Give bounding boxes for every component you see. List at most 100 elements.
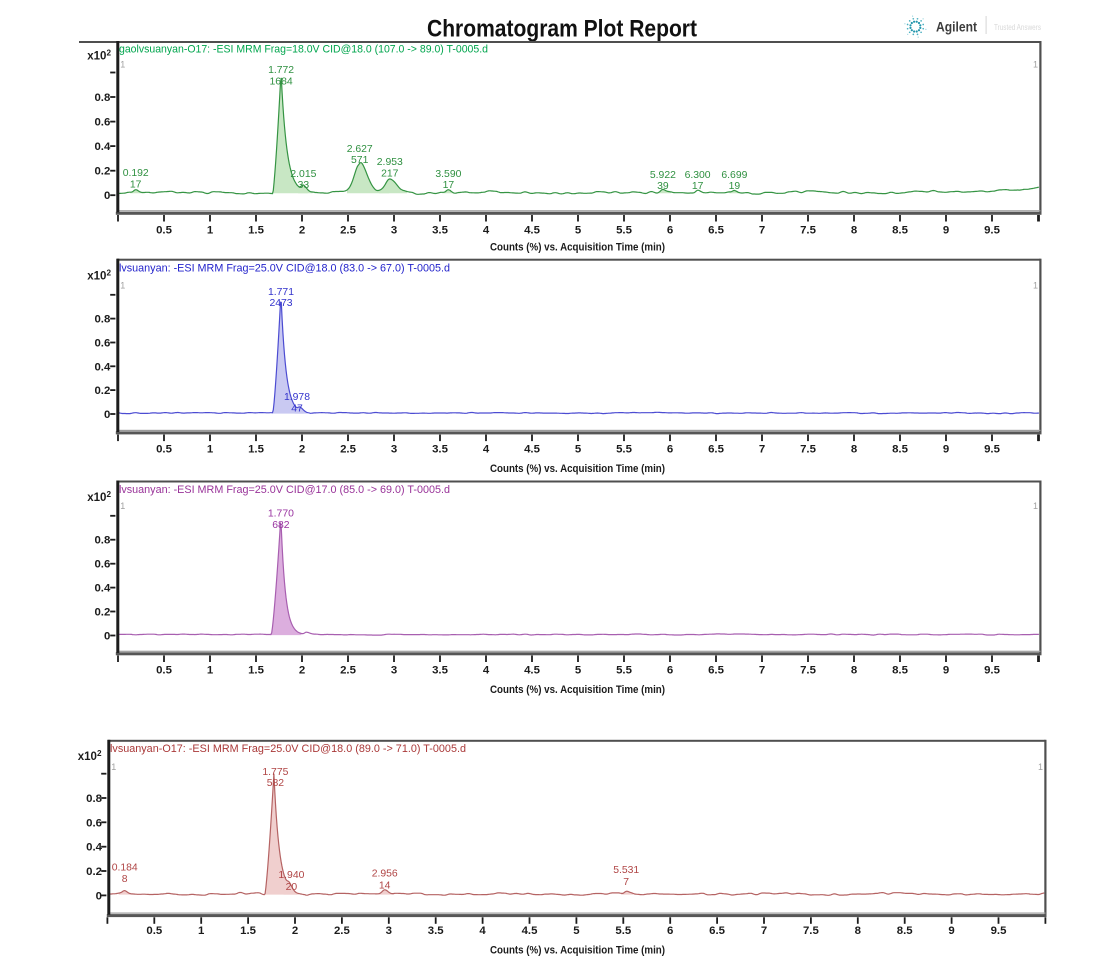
svg-text:2.5: 2.5 bbox=[340, 224, 356, 236]
svg-text:8: 8 bbox=[855, 925, 861, 937]
svg-text:Counts (%) vs. Acquisition Tim: Counts (%) vs. Acquisition Time (min) bbox=[490, 945, 665, 957]
svg-text:0.192: 0.192 bbox=[123, 168, 149, 179]
svg-text:2.015: 2.015 bbox=[290, 169, 316, 180]
svg-text:2473: 2473 bbox=[269, 298, 292, 309]
svg-text:2.5: 2.5 bbox=[340, 664, 356, 676]
svg-text:17: 17 bbox=[130, 180, 142, 191]
svg-text:1.5: 1.5 bbox=[248, 224, 264, 236]
svg-text:1: 1 bbox=[207, 664, 214, 676]
svg-text:x102: x102 bbox=[87, 490, 111, 504]
svg-text:5.5: 5.5 bbox=[616, 224, 632, 236]
svg-text:0.5: 0.5 bbox=[146, 925, 162, 937]
svg-text:7: 7 bbox=[759, 224, 765, 236]
svg-text:1684: 1684 bbox=[270, 77, 293, 88]
svg-text:2.956: 2.956 bbox=[372, 869, 398, 880]
svg-text:7: 7 bbox=[761, 925, 767, 937]
svg-text:0.5: 0.5 bbox=[156, 664, 172, 676]
svg-text:9.5: 9.5 bbox=[984, 664, 1000, 676]
svg-text:4: 4 bbox=[479, 925, 486, 937]
svg-text:5: 5 bbox=[575, 444, 582, 456]
svg-text:1: 1 bbox=[1033, 60, 1038, 70]
svg-text:3.5: 3.5 bbox=[428, 925, 444, 937]
svg-text:9.5: 9.5 bbox=[991, 925, 1007, 937]
svg-text:6: 6 bbox=[667, 925, 673, 937]
svg-text:9.5: 9.5 bbox=[984, 444, 1000, 456]
svg-text:1: 1 bbox=[111, 762, 116, 772]
svg-text:9.5: 9.5 bbox=[984, 224, 1000, 236]
svg-text:5.5: 5.5 bbox=[616, 664, 632, 676]
svg-text:33: 33 bbox=[298, 180, 310, 191]
svg-text:8.5: 8.5 bbox=[892, 664, 908, 676]
svg-text:682: 682 bbox=[272, 520, 290, 531]
svg-text:1.772: 1.772 bbox=[268, 65, 294, 76]
svg-text:x102: x102 bbox=[78, 749, 102, 763]
svg-text:Counts (%) vs. Acquisition Tim: Counts (%) vs. Acquisition Time (min) bbox=[490, 463, 665, 475]
svg-text:8.5: 8.5 bbox=[892, 224, 908, 236]
svg-text:0.4: 0.4 bbox=[94, 361, 110, 373]
svg-text:5: 5 bbox=[573, 925, 580, 937]
svg-text:4: 4 bbox=[483, 664, 490, 676]
svg-text:Agilent: Agilent bbox=[936, 19, 977, 35]
svg-text:3.590: 3.590 bbox=[435, 169, 461, 180]
svg-text:2: 2 bbox=[299, 664, 305, 676]
svg-text:0.8: 0.8 bbox=[94, 535, 110, 547]
svg-text:1.978: 1.978 bbox=[284, 392, 310, 403]
svg-text:1.5: 1.5 bbox=[240, 925, 256, 937]
svg-text:0.6: 0.6 bbox=[94, 337, 110, 349]
svg-text:0: 0 bbox=[104, 631, 110, 643]
svg-text:5.531: 5.531 bbox=[613, 865, 639, 876]
svg-text:2.5: 2.5 bbox=[334, 925, 350, 937]
svg-text:3: 3 bbox=[391, 224, 397, 236]
svg-text:9: 9 bbox=[943, 664, 949, 676]
svg-text:Counts (%) vs. Acquisition Tim: Counts (%) vs. Acquisition Time (min) bbox=[490, 684, 665, 696]
svg-text:0.6: 0.6 bbox=[94, 559, 110, 571]
svg-text:Counts (%) vs. Acquisition Tim: Counts (%) vs. Acquisition Time (min) bbox=[490, 241, 665, 253]
svg-text:6.5: 6.5 bbox=[708, 224, 724, 236]
svg-text:8.5: 8.5 bbox=[892, 444, 908, 456]
svg-text:0.5: 0.5 bbox=[156, 444, 172, 456]
svg-text:2.627: 2.627 bbox=[347, 144, 373, 155]
svg-text:lvsuanyan-O17: -ESI MRM Frag=2: lvsuanyan-O17: -ESI MRM Frag=25.0V CID@1… bbox=[110, 743, 466, 755]
svg-text:2.953: 2.953 bbox=[377, 157, 403, 168]
svg-text:5.5: 5.5 bbox=[615, 925, 631, 937]
svg-text:2: 2 bbox=[292, 925, 298, 937]
svg-text:8.5: 8.5 bbox=[897, 925, 913, 937]
svg-text:7: 7 bbox=[759, 444, 765, 456]
svg-text:7.5: 7.5 bbox=[800, 444, 816, 456]
svg-text:1.5: 1.5 bbox=[248, 664, 264, 676]
svg-text:1.771: 1.771 bbox=[268, 287, 294, 298]
svg-text:19: 19 bbox=[729, 181, 741, 192]
svg-text:2.5: 2.5 bbox=[340, 444, 356, 456]
svg-text:7: 7 bbox=[759, 664, 765, 676]
svg-text:8: 8 bbox=[122, 874, 128, 885]
svg-text:8: 8 bbox=[851, 444, 857, 456]
svg-text:3: 3 bbox=[391, 444, 397, 456]
svg-text:1: 1 bbox=[1033, 281, 1038, 291]
svg-text:7: 7 bbox=[623, 877, 629, 888]
svg-text:lvsuanyan: -ESI MRM Frag=25.0V: lvsuanyan: -ESI MRM Frag=25.0V CID@18.0 … bbox=[119, 262, 450, 274]
svg-text:4.5: 4.5 bbox=[522, 925, 538, 937]
svg-text:217: 217 bbox=[381, 169, 399, 180]
svg-text:0.5: 0.5 bbox=[156, 224, 172, 236]
svg-text:6.5: 6.5 bbox=[708, 444, 724, 456]
svg-text:20: 20 bbox=[286, 882, 298, 893]
svg-text:0: 0 bbox=[96, 890, 102, 902]
svg-text:39: 39 bbox=[657, 181, 669, 192]
svg-text:9: 9 bbox=[948, 925, 954, 937]
svg-text:0.4: 0.4 bbox=[86, 842, 102, 854]
svg-text:7.5: 7.5 bbox=[800, 664, 816, 676]
svg-text:5: 5 bbox=[575, 224, 582, 236]
svg-text:3.5: 3.5 bbox=[432, 224, 448, 236]
svg-text:6.699: 6.699 bbox=[721, 170, 747, 181]
svg-text:0.2: 0.2 bbox=[86, 866, 102, 878]
svg-text:6: 6 bbox=[667, 224, 673, 236]
svg-text:0.184: 0.184 bbox=[112, 863, 138, 874]
svg-text:0.4: 0.4 bbox=[94, 141, 110, 153]
svg-text:7.5: 7.5 bbox=[800, 224, 816, 236]
svg-text:47: 47 bbox=[291, 404, 303, 415]
svg-text:0.2: 0.2 bbox=[94, 166, 110, 178]
svg-text:2: 2 bbox=[299, 224, 305, 236]
svg-text:0: 0 bbox=[104, 190, 110, 202]
svg-text:1.940: 1.940 bbox=[278, 870, 304, 881]
svg-text:0.6: 0.6 bbox=[94, 117, 110, 129]
